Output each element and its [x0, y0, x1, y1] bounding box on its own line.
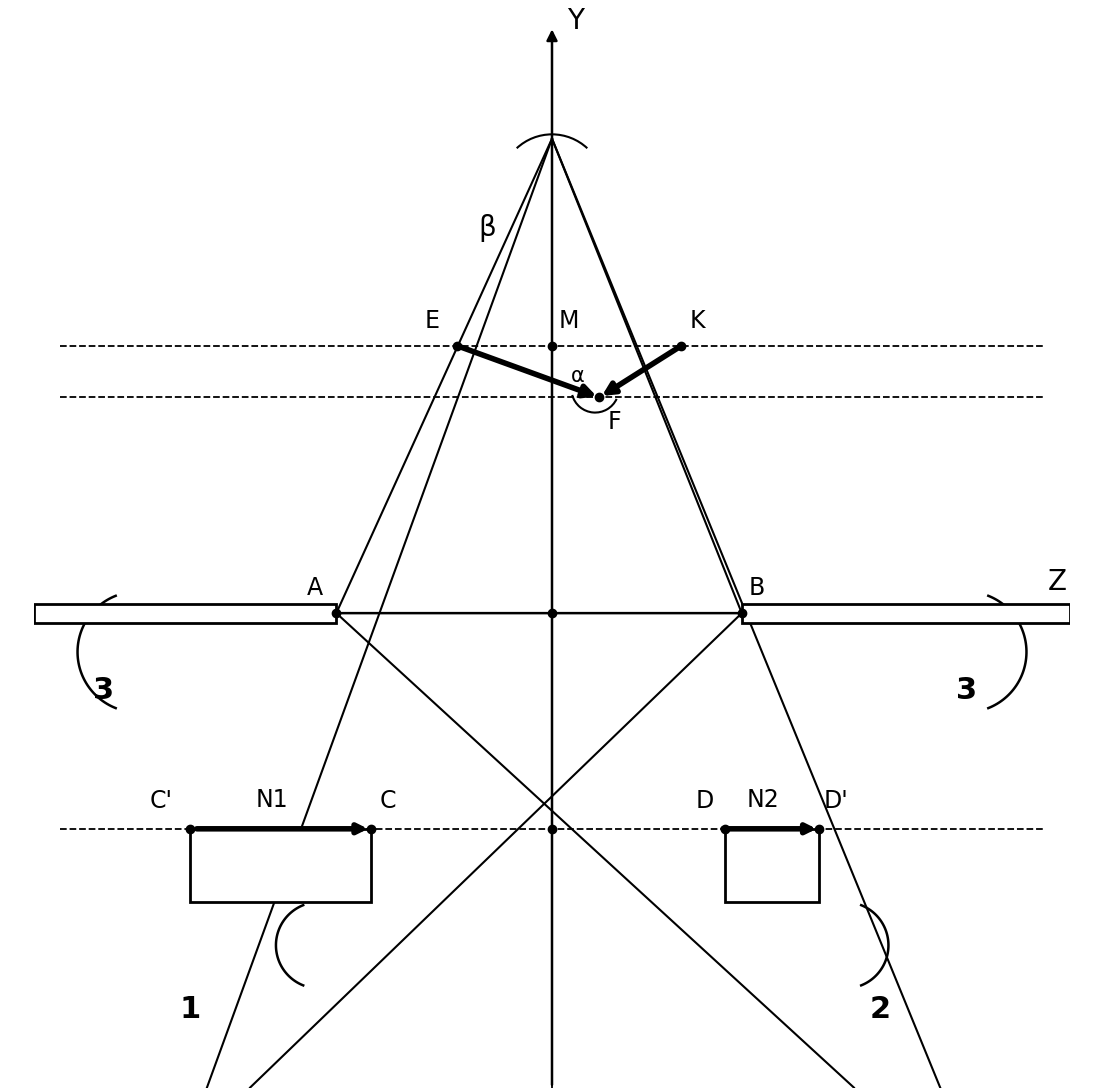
Bar [34, 603, 337, 623]
Text: C': C' [149, 790, 172, 813]
Bar [742, 603, 1070, 623]
Text: F: F [608, 411, 622, 435]
Text: D: D [696, 790, 714, 813]
Bar [190, 829, 371, 902]
Text: 2: 2 [869, 995, 891, 1025]
Text: α: α [571, 366, 585, 386]
Text: E: E [425, 309, 439, 333]
Text: A: A [307, 576, 323, 600]
Text: β: β [478, 215, 496, 242]
Text: 3: 3 [93, 676, 114, 706]
Text: Z: Z [1048, 567, 1068, 596]
Text: Y: Y [567, 8, 584, 35]
Text: K: K [690, 309, 705, 333]
Text: 1: 1 [179, 995, 200, 1025]
Text: 3: 3 [956, 676, 977, 706]
Text: D': D' [824, 790, 849, 813]
Text: M: M [559, 309, 580, 333]
Text: N1: N1 [255, 787, 288, 811]
Bar [724, 829, 819, 902]
Text: B: B [749, 576, 765, 600]
Text: N2: N2 [747, 787, 779, 811]
Text: C: C [380, 790, 396, 813]
